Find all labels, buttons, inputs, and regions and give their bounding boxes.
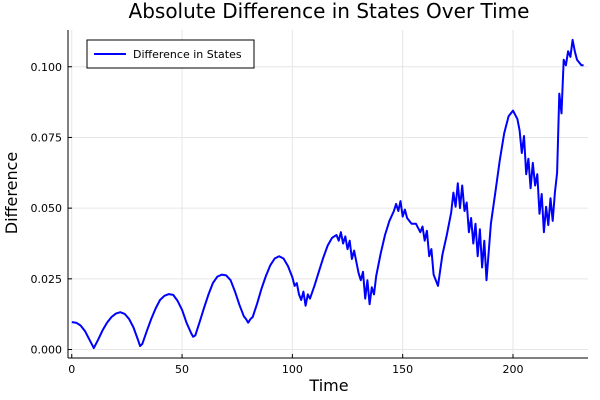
x-tick-label: 0 (68, 363, 75, 376)
y-axis-ticks: 0.000 0.025 0.050 0.075 0.100 (31, 61, 72, 357)
x-tick-label: 200 (502, 363, 523, 376)
y-axis-label: Difference (2, 152, 21, 234)
gridlines (68, 30, 588, 358)
x-tick-label: 100 (282, 363, 303, 376)
series-layer (71, 38, 584, 350)
x-axis-ticks: 0 50 100 150 200 (68, 354, 523, 376)
x-axis-label: Time (308, 376, 348, 395)
y-tick-label: 0.075 (31, 131, 63, 144)
y-tick-label: 0.050 (31, 202, 63, 215)
x-tick-label: 50 (175, 363, 189, 376)
series-line (71, 38, 584, 350)
axes (67, 30, 588, 359)
y-tick-label: 0.100 (31, 61, 63, 74)
x-tick-label: 150 (392, 363, 413, 376)
chart-title: Absolute Difference in States Over Time (129, 0, 530, 23)
legend: Difference in States (86, 39, 255, 69)
y-tick-label: 0.025 (31, 273, 63, 286)
legend-label: Difference in States (133, 48, 242, 61)
y-tick-label: 0.000 (31, 344, 63, 357)
